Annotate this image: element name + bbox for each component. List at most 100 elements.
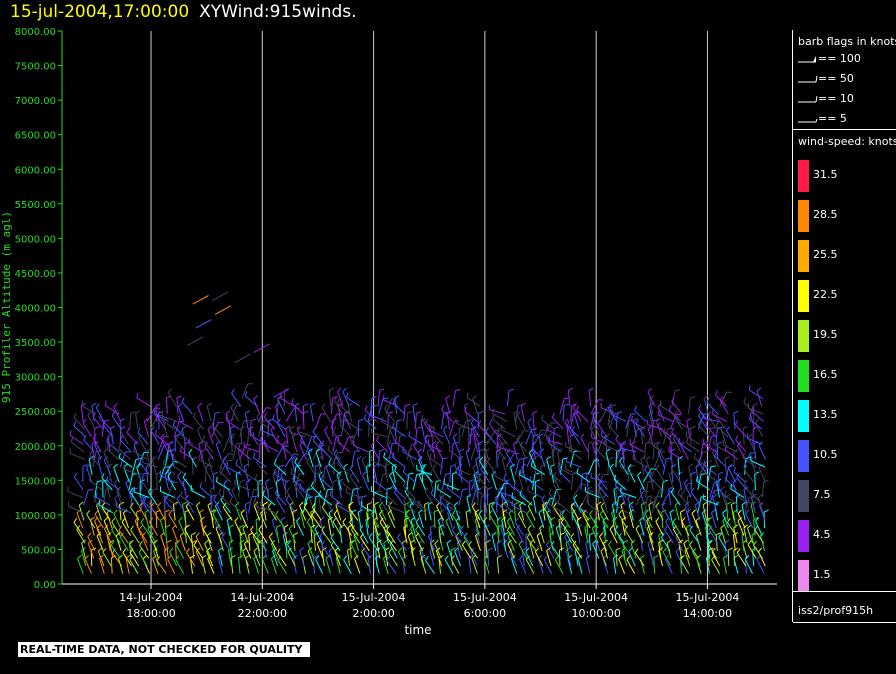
wind-barb — [473, 436, 479, 453]
wind-barb-flag — [714, 451, 718, 457]
wind-barb — [216, 481, 231, 491]
wind-barb-flag — [594, 443, 598, 449]
wind-barb-flag — [656, 418, 661, 423]
wind-barb-flag — [470, 418, 475, 424]
wind-barb — [531, 447, 544, 460]
wind-barb — [666, 542, 672, 559]
wind-barb — [147, 491, 158, 506]
wind-barb — [290, 472, 305, 483]
wind-barb-flag — [722, 509, 727, 514]
wind-barb-flag — [182, 472, 187, 478]
wind-barb — [446, 505, 454, 521]
wind-barb — [745, 513, 754, 529]
wind-barb — [742, 457, 757, 468]
wind-barb-flag — [629, 464, 635, 468]
wind-barb-flag — [580, 433, 585, 439]
wind-barb-flag — [310, 481, 314, 487]
wind-barb-flag — [303, 410, 309, 414]
wind-barb — [331, 452, 339, 468]
wind-barb — [632, 420, 637, 437]
wind-barb — [656, 445, 665, 460]
wind-barb — [662, 551, 671, 567]
wind-barb-flag — [707, 411, 712, 416]
wind-barb — [73, 476, 84, 491]
colorbar-label: 10.5 — [813, 448, 838, 461]
wind-barb — [422, 436, 428, 453]
wind-barb — [496, 431, 509, 445]
wind-barb-flag — [470, 547, 475, 552]
wind-barb — [635, 490, 644, 506]
wind-barb-flag — [643, 509, 649, 513]
wind-barb — [414, 428, 418, 445]
wind-barb-flag — [394, 465, 398, 471]
wind-barb — [681, 521, 690, 536]
wind-barb — [365, 512, 370, 529]
wind-barb-flag — [239, 524, 245, 528]
wind-barb-flag — [248, 426, 253, 432]
wind-barb — [102, 424, 114, 438]
wind-barb — [639, 520, 645, 536]
wind-barb — [234, 484, 251, 491]
wind-barb-flag — [182, 501, 188, 506]
wind-barb — [506, 390, 510, 407]
colorbar-label: 13.5 — [813, 408, 838, 421]
wind-barb — [432, 468, 442, 483]
wind-barb — [686, 420, 691, 437]
wind-barb — [140, 499, 151, 514]
wind-barb-flag — [747, 433, 753, 438]
wind-barb — [684, 504, 690, 521]
wind-barb-flag — [566, 420, 570, 426]
wind-barb — [569, 451, 575, 468]
wind-barb-flag — [487, 547, 493, 551]
wind-barb — [264, 481, 270, 498]
wind-barb-flag — [546, 455, 552, 460]
wind-barb — [78, 504, 85, 521]
wind-barb-flag — [202, 525, 207, 530]
wind-barb — [353, 535, 360, 551]
wind-barb — [697, 424, 710, 438]
wind-barb — [288, 528, 297, 544]
wind-barb — [289, 428, 296, 445]
wind-barb — [480, 468, 491, 483]
wind-barb — [521, 467, 528, 483]
wind-barb — [104, 528, 112, 544]
wind-barb-flag — [253, 395, 258, 400]
wind-barb — [683, 543, 690, 559]
wind-barb — [300, 512, 305, 529]
wind-barb — [229, 428, 233, 445]
colorbar-swatch — [798, 560, 809, 592]
wind-barb-flag — [459, 448, 465, 452]
wind-barb-flag — [408, 431, 411, 437]
wind-barb — [612, 557, 617, 574]
wind-barb — [68, 505, 84, 514]
wind-barb — [461, 421, 467, 437]
wind-barb — [129, 552, 140, 567]
wind-barb-flag — [196, 501, 201, 506]
wind-barb-flag — [629, 439, 632, 445]
wind-barb-flag — [287, 547, 292, 553]
wind-barb-flag — [343, 555, 348, 560]
wind-barb — [389, 505, 405, 514]
wind-barb — [362, 475, 370, 491]
wind-barb — [406, 444, 413, 460]
wind-barb — [186, 336, 204, 346]
wind-barb — [111, 415, 122, 430]
wind-barb-flag — [479, 456, 484, 462]
wind-barb — [597, 423, 608, 438]
wind-barb — [611, 413, 627, 423]
wind-barb-flag — [402, 446, 404, 452]
wind-barb — [191, 458, 194, 475]
wind-barb-flag — [421, 415, 424, 421]
wind-barb-flag — [582, 472, 588, 475]
wind-barb — [747, 437, 756, 453]
wind-barb-flag — [628, 501, 634, 506]
wind-barb — [346, 397, 361, 407]
wind-barb-flag — [643, 490, 649, 492]
wind-barb-flag — [551, 412, 555, 418]
wind-barb-flag — [129, 487, 134, 493]
wind-barb-flag — [600, 547, 605, 552]
wind-barb-flag — [756, 555, 761, 560]
wind-barb-flag — [640, 532, 645, 536]
wind-barb — [91, 443, 95, 460]
wind-barb-flag — [349, 517, 353, 523]
